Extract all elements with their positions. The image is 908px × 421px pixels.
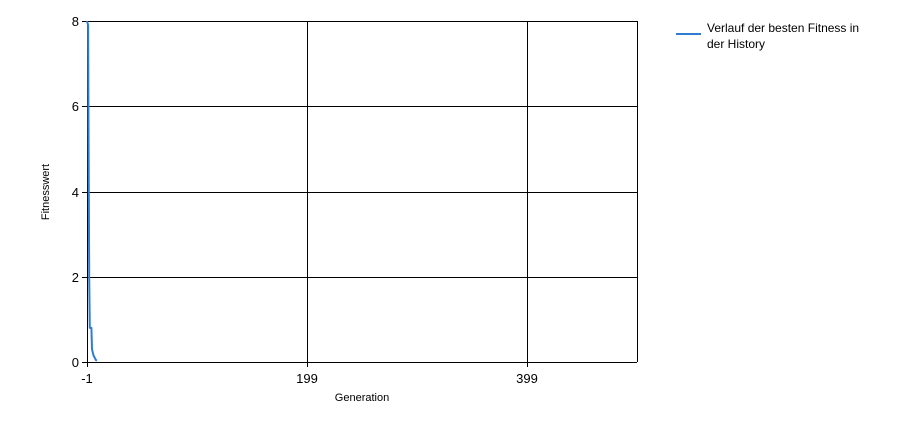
- legend-label: Verlauf der besten Fitness in der Histor…: [707, 21, 860, 51]
- x-axis-title: Generation: [335, 392, 389, 404]
- grid-lines: [87, 21, 638, 362]
- axes: [82, 21, 637, 367]
- y-tick-label: 2: [72, 270, 79, 285]
- series-layer: [86, 20, 98, 362]
- tick-labels: 0 2 4 6 8 -1 199 399: [72, 14, 538, 386]
- y-tick-label: 8: [72, 14, 79, 29]
- y-tick-label: 0: [72, 355, 79, 370]
- y-tick-label: 4: [72, 185, 79, 200]
- x-tick-label: 199: [296, 371, 318, 386]
- legend-swatch: [676, 33, 701, 35]
- y-tick-label: 6: [72, 99, 79, 114]
- x-tick-label: 399: [516, 371, 538, 386]
- y-axis-title: Fitnesswert: [40, 164, 52, 220]
- legend: Verlauf der besten Fitness in der Histor…: [676, 20, 896, 52]
- x-tick-label: -1: [81, 371, 93, 386]
- series-line: [86, 20, 98, 362]
